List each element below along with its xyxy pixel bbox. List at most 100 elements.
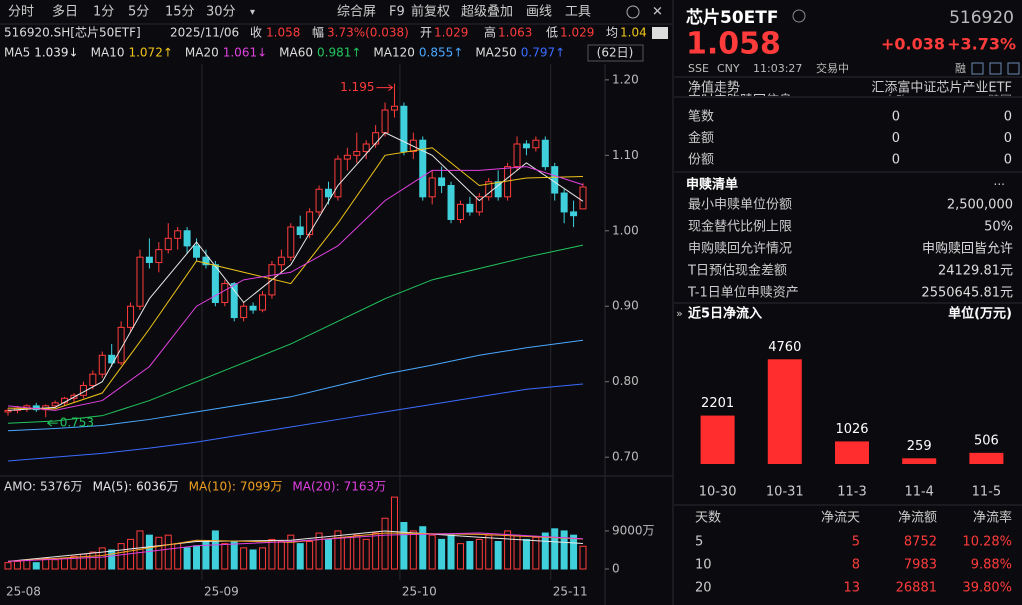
volume-bar (409, 530, 417, 570)
volume-ma-line (7, 532, 584, 562)
toolbar-icon[interactable] (989, 62, 1002, 75)
margin-badge: 融 (955, 62, 966, 75)
toolbar-tab[interactable]: 5分 (128, 5, 149, 20)
security-code: 516920.SH[芯片50ETF] (4, 26, 141, 40)
candle-body (32, 405, 40, 411)
quote-pct: +3.73% (947, 35, 1016, 54)
toolbar-tab[interactable]: 分时 (8, 5, 34, 20)
volume-bar (306, 541, 314, 570)
legend-value: 1.061↓ (223, 46, 267, 60)
list-row-value: 50% (984, 220, 1013, 235)
ma-line (7, 244, 584, 424)
y-tick-label: 0.70 (612, 450, 639, 464)
toolbar-button[interactable]: 前复权 (411, 4, 450, 20)
toolbar-tab[interactable]: 15分 (165, 5, 195, 20)
candle-body (560, 192, 568, 213)
toolbar-button[interactable]: 超级叠加 (461, 5, 513, 20)
volume-bar (240, 547, 248, 570)
y-tick-label: 0.80 (612, 374, 639, 388)
toolbar-button[interactable]: F9 (389, 5, 405, 20)
volume-ma-line (7, 532, 584, 562)
toolbar-icon[interactable] (971, 62, 984, 75)
candle-body (98, 354, 106, 375)
candle-body (532, 139, 540, 149)
list-row-value: 2,500,000 (947, 198, 1013, 213)
close-icon[interactable]: ✕ (652, 5, 663, 20)
toolbar-tab[interactable]: 1分 (93, 5, 114, 20)
legend-colon: : (232, 480, 236, 494)
toolbar-button[interactable]: 工具 (565, 5, 591, 20)
legend-name: MA20 (185, 46, 219, 60)
candle-body (249, 305, 257, 311)
toolbar-button[interactable]: 综合屏 (337, 5, 376, 20)
bar (700, 415, 735, 464)
list-row-value: 2550645.81元 (921, 286, 1013, 301)
candle-body (570, 211, 578, 217)
bar (969, 452, 1004, 464)
x-tick-label: 25-09 (204, 585, 239, 599)
volume-bar (13, 560, 21, 570)
x-tick-label: 25-10 (402, 585, 437, 599)
table-header: 净流天 (821, 511, 860, 526)
dropdown-icon[interactable]: ▾ (250, 7, 255, 18)
legend-value: 0.981↑ (317, 46, 361, 60)
candle-body (475, 196, 483, 213)
legend-value: 6036万 (136, 480, 179, 494)
nav-label: 净值走势 (688, 80, 740, 96)
candle-body (183, 230, 191, 247)
candle-body (372, 132, 380, 145)
volume-bar (400, 521, 408, 570)
candle-body (343, 154, 351, 160)
settings-icon[interactable] (626, 5, 640, 19)
candle-body (324, 188, 332, 198)
legend-colon: : (336, 480, 340, 494)
volume-bar (70, 555, 78, 570)
collapse-icon[interactable]: » (676, 307, 683, 320)
list-title: 申赎清单 (686, 177, 738, 193)
list-more[interactable]: ··· (994, 178, 1005, 192)
table-cell: 5 (852, 535, 860, 550)
toolbar-icon[interactable] (1007, 62, 1020, 75)
volume-bar (89, 551, 97, 570)
candle-body (296, 226, 304, 236)
list-row-label: T-1日单位申赎资产 (687, 286, 799, 301)
legend-value: 7163万 (344, 480, 387, 494)
volume-bar (61, 557, 69, 570)
chart-title: 近5日净流入 (688, 306, 762, 322)
toolbar-tab[interactable]: 30分 (206, 5, 236, 20)
volume-bar (334, 530, 342, 570)
legend-value: 5376万 (40, 480, 83, 494)
volume-bar (551, 528, 559, 570)
legend-value: 1.039↓ (34, 46, 78, 60)
x-tick-label: 11-4 (904, 485, 934, 500)
volume-bar (456, 543, 464, 570)
data-label: 2201 (701, 396, 734, 411)
volume-bar (164, 534, 172, 570)
data-label: 506 (974, 433, 999, 448)
ma-line (7, 383, 584, 462)
volume-bar (560, 530, 568, 570)
info-icon[interactable] (792, 9, 806, 23)
volume-bar (193, 545, 201, 570)
volume-bar (579, 545, 587, 570)
wp-icon[interactable] (652, 27, 668, 39)
quote-code: 516920 (949, 8, 1014, 28)
table-cell: 10.28% (962, 535, 1012, 550)
table-cell: 8 (852, 558, 860, 573)
list-row-value: 24129.81元 (938, 264, 1013, 279)
high-arrow (376, 84, 394, 92)
candle-body (447, 184, 455, 220)
legend-value: 0.855↑ (419, 46, 463, 60)
toolbar-tab[interactable]: 多日 (52, 4, 78, 20)
candle-body (202, 256, 210, 266)
volume-bar (541, 532, 549, 570)
nav-row-label: 笔数 (688, 109, 714, 125)
volume-bar (108, 549, 116, 570)
list-row-label: T日预估现金差额 (687, 263, 787, 279)
nav-row-value: 0 (892, 110, 900, 125)
candle-body (117, 326, 125, 364)
ma-line (7, 147, 584, 410)
ma-line (7, 166, 584, 411)
volume-bar (32, 562, 40, 570)
toolbar-button[interactable]: 画线 (526, 5, 552, 20)
